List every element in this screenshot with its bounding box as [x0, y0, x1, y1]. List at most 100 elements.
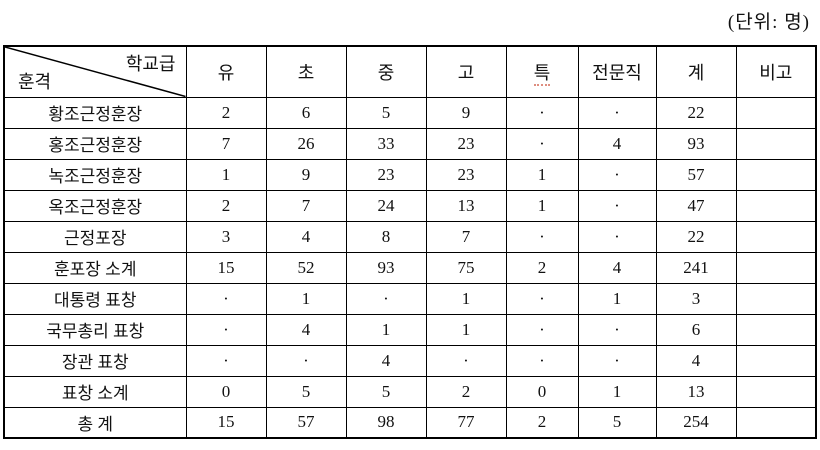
row-label: 홍조근정훈장	[3, 127, 187, 160]
corner-header-cell: 학교급 훈격	[3, 45, 187, 98]
cell	[735, 127, 817, 160]
row-label: 장관 표창	[3, 344, 187, 377]
column-header-middle: 중	[345, 45, 427, 98]
cell: 4	[265, 313, 347, 346]
row-label: 황조근정훈장	[3, 96, 187, 129]
cell: 1	[505, 158, 579, 191]
cell	[735, 344, 817, 377]
cell: 4	[577, 127, 657, 160]
cell: 2	[185, 96, 267, 129]
cell: 93	[345, 251, 427, 284]
table-row: 표창 소계 0 5 5 2 0 1 13	[3, 375, 817, 408]
corner-label-award-rank: 훈격	[18, 71, 52, 92]
cell: 5	[345, 96, 427, 129]
unit-note: (단위: 명)	[727, 12, 810, 33]
cell: ·	[265, 344, 347, 377]
cell: 4	[655, 344, 737, 377]
cell: ·	[577, 96, 657, 129]
table-row: 옥조근정훈장 2 7 24 13 1 · 47	[3, 189, 817, 222]
column-header-professional: 전문직	[577, 45, 657, 98]
cell: 4	[577, 251, 657, 284]
column-header-total: 계	[655, 45, 737, 98]
cell: 1	[185, 158, 267, 191]
cell: 7	[185, 127, 267, 160]
spellcheck-underline: 특	[533, 62, 551, 86]
cell: ·	[185, 282, 267, 315]
cell: ·	[505, 96, 579, 129]
cell	[735, 313, 817, 346]
column-header-kindergarten: 유	[185, 45, 267, 98]
cell: 13	[655, 375, 737, 408]
row-label: 근정포장	[3, 220, 187, 253]
cell: ·	[577, 220, 657, 253]
cell: 9	[265, 158, 347, 191]
cell	[735, 96, 817, 129]
column-header-elementary: 초	[265, 45, 347, 98]
cell: 15	[185, 251, 267, 284]
cell: ·	[577, 344, 657, 377]
diagonal-divider	[5, 47, 186, 97]
cell: 241	[655, 251, 737, 284]
table-row: 장관 표창 · · 4 · · · 4	[3, 344, 817, 377]
cell: 1	[577, 282, 657, 315]
row-label: 표창 소계	[3, 375, 187, 408]
cell: 22	[655, 220, 737, 253]
cell: 52	[265, 251, 347, 284]
table-row: 홍조근정훈장 7 26 33 23 · 4 93	[3, 127, 817, 160]
cell: ·	[505, 313, 579, 346]
table-row: 총 계 15 57 98 77 2 5 254	[3, 406, 817, 439]
cell: 4	[265, 220, 347, 253]
cell: 2	[505, 251, 579, 284]
table-row: 대통령 표창 · 1 · 1 · 1 3	[3, 282, 817, 315]
cell: 0	[505, 375, 579, 408]
cell: ·	[505, 282, 579, 315]
row-label: 훈포장 소계	[3, 251, 187, 284]
cell: 6	[655, 313, 737, 346]
cell: 2	[185, 189, 267, 222]
cell	[735, 189, 817, 222]
header-row: 학교급 훈격 유 초 중 고 특 전문직 계 비고	[3, 45, 817, 98]
cell: ·	[185, 313, 267, 346]
cell	[735, 158, 817, 191]
row-label: 국무총리 표창	[3, 313, 187, 346]
cell: 23	[425, 158, 507, 191]
cell: ·	[345, 282, 427, 315]
cell: 0	[185, 375, 267, 408]
award-statistics-table: 학교급 훈격 유 초 중 고 특 전문직 계 비고 황조근정훈장 2 6 5 9 · · 22…	[3, 45, 817, 439]
table-row: 국무총리 표창 · 4 1 1 · · 6	[3, 313, 817, 346]
cell: 6	[265, 96, 347, 129]
cell: 2	[425, 375, 507, 408]
cell: 23	[345, 158, 427, 191]
cell: 7	[265, 189, 347, 222]
cell: 1	[505, 189, 579, 222]
cell: 8	[345, 220, 427, 253]
cell: ·	[577, 189, 657, 222]
cell	[735, 406, 817, 439]
cell: 1	[425, 313, 507, 346]
column-header-special: 특	[505, 45, 579, 98]
cell: 77	[425, 406, 507, 439]
cell: 98	[345, 406, 427, 439]
cell	[735, 220, 817, 253]
cell: 24	[345, 189, 427, 222]
cell: 15	[185, 406, 267, 439]
cell	[735, 282, 817, 315]
cell: 57	[655, 158, 737, 191]
cell: 254	[655, 406, 737, 439]
cell: ·	[185, 344, 267, 377]
cell: 13	[425, 189, 507, 222]
cell: 23	[425, 127, 507, 160]
cell: 57	[265, 406, 347, 439]
cell: ·	[505, 344, 579, 377]
cell: 26	[265, 127, 347, 160]
cell: 3	[185, 220, 267, 253]
corner-label-school-level: 학교급	[125, 54, 176, 74]
cell: ·	[425, 344, 507, 377]
cell: 4	[345, 344, 427, 377]
cell	[735, 375, 817, 408]
cell: 1	[425, 282, 507, 315]
table-row: 근정포장 3 4 8 7 · · 22	[3, 220, 817, 253]
column-header-remarks: 비고	[735, 45, 817, 98]
table-row: 녹조근정훈장 1 9 23 23 1 · 57	[3, 158, 817, 191]
